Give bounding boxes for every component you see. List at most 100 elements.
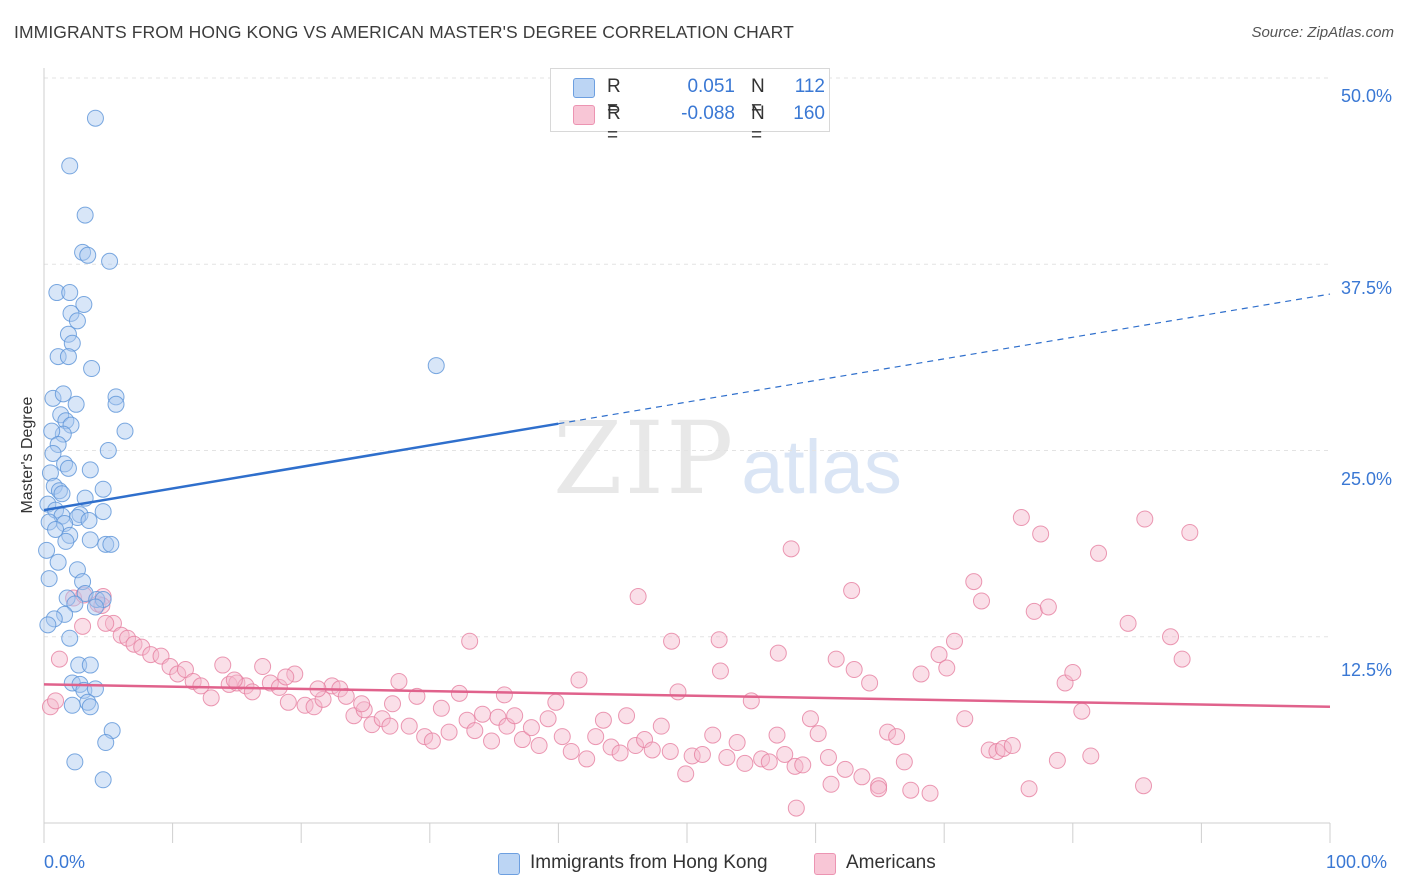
americans-point	[1173, 650, 1191, 668]
hong-kong-point	[61, 284, 79, 302]
series-label: Immigrants from Hong Kong	[530, 852, 768, 873]
hong-kong-point	[45, 610, 63, 628]
americans-point	[1073, 702, 1091, 720]
chart-title: IMMIGRANTS FROM HONG KONG VS AMERICAN MA…	[14, 22, 794, 42]
y-tick-label-50: 50.0%	[1340, 86, 1392, 106]
legend-r-label: R =	[607, 103, 621, 146]
americans-point	[495, 686, 513, 704]
hong-kong-point	[94, 771, 112, 789]
americans-point	[677, 765, 695, 783]
americans-point	[1012, 509, 1030, 527]
americans-point	[693, 745, 711, 763]
hong-kong-point	[107, 395, 125, 413]
americans-point	[489, 708, 507, 726]
hong-kong-point	[57, 412, 75, 430]
americans-point	[474, 705, 492, 723]
americans-point	[879, 723, 897, 741]
americans-point	[861, 674, 879, 692]
americans-point	[822, 775, 840, 793]
americans-point	[432, 699, 450, 717]
series-legend-hong-kong: Immigrants from Hong Kong	[498, 852, 798, 876]
hong-kong-point	[56, 605, 74, 623]
hong-kong-point	[80, 512, 98, 530]
hong-kong-point	[39, 616, 57, 634]
americans-point	[286, 665, 304, 683]
americans-point	[782, 540, 800, 558]
americans-point	[728, 734, 746, 752]
americans-point	[742, 692, 760, 710]
hong-kong-point	[81, 531, 99, 549]
americans-point	[776, 745, 794, 763]
hong-kong-point	[79, 246, 97, 264]
americans-point	[836, 760, 854, 778]
americans-point	[769, 644, 787, 662]
americans-point	[594, 711, 612, 729]
americans-point	[652, 717, 670, 735]
americans-point	[243, 683, 261, 701]
americans-point	[661, 742, 679, 760]
hong-kong-point	[86, 109, 104, 127]
hong-kong-point	[75, 295, 93, 313]
americans-point	[1119, 614, 1137, 632]
americans-point	[1039, 598, 1057, 616]
hong-kong-point	[57, 532, 75, 550]
americans-point	[254, 658, 272, 676]
y-tick-label-37-5: 37.5%	[1340, 278, 1392, 298]
americans-point	[1136, 510, 1154, 528]
americans-point	[704, 726, 722, 744]
hong-kong-point	[116, 422, 134, 440]
americans-point	[553, 728, 571, 746]
americans-point	[794, 756, 812, 774]
americans-point	[853, 768, 871, 786]
legend-r-value: -0.088	[681, 103, 735, 124]
hong-kong-point	[97, 734, 115, 752]
americans-point	[1003, 737, 1021, 755]
americans-point	[629, 588, 647, 606]
americans-point	[408, 687, 426, 705]
hong-kong-point	[102, 535, 120, 553]
hong-kong-point	[59, 348, 77, 366]
americans-point	[845, 661, 863, 679]
hong-kong-point	[61, 157, 79, 175]
americans-point	[736, 754, 754, 772]
americans-point	[547, 693, 565, 711]
x-tick-label-max: 100.0%	[1326, 852, 1388, 872]
hong-kong-point	[47, 520, 65, 538]
americans-point	[587, 728, 605, 746]
americans-point	[440, 723, 458, 741]
americans-point	[279, 693, 297, 711]
legend-r-value: 0.051	[687, 76, 735, 97]
hong-kong-point	[74, 243, 92, 261]
hong-kong-point	[67, 395, 85, 413]
americans-point	[768, 726, 786, 744]
series-swatch-pink	[814, 853, 836, 875]
legend-n-value: 160	[793, 103, 825, 124]
americans-point	[669, 683, 687, 701]
hong-kong-point	[107, 388, 125, 406]
americans-point	[1020, 780, 1038, 798]
hong-kong-point	[94, 503, 112, 521]
americans-point	[711, 662, 729, 680]
source-label: Source: ZipAtlas.com	[1251, 24, 1394, 41]
americans-point	[801, 710, 819, 728]
americans-point	[1181, 523, 1199, 541]
americans-point	[921, 784, 939, 802]
legend-n-value: 112	[794, 76, 825, 97]
americans-point	[1082, 747, 1100, 765]
americans-point	[381, 717, 399, 735]
americans-point	[522, 719, 540, 737]
americans-point	[912, 665, 930, 683]
americans-point	[930, 646, 948, 664]
americans-point	[602, 738, 620, 756]
americans-point	[483, 732, 501, 750]
hong-kong-point	[81, 698, 99, 716]
americans-point	[225, 671, 243, 689]
y-tick-label-25: 25.0%	[1340, 469, 1392, 489]
americans-point	[663, 632, 681, 650]
hong-kong-point	[49, 436, 67, 454]
americans-point	[1025, 602, 1043, 620]
legend-r-label: R =	[607, 76, 621, 119]
americans-point	[1048, 751, 1066, 769]
americans-point	[353, 695, 371, 713]
